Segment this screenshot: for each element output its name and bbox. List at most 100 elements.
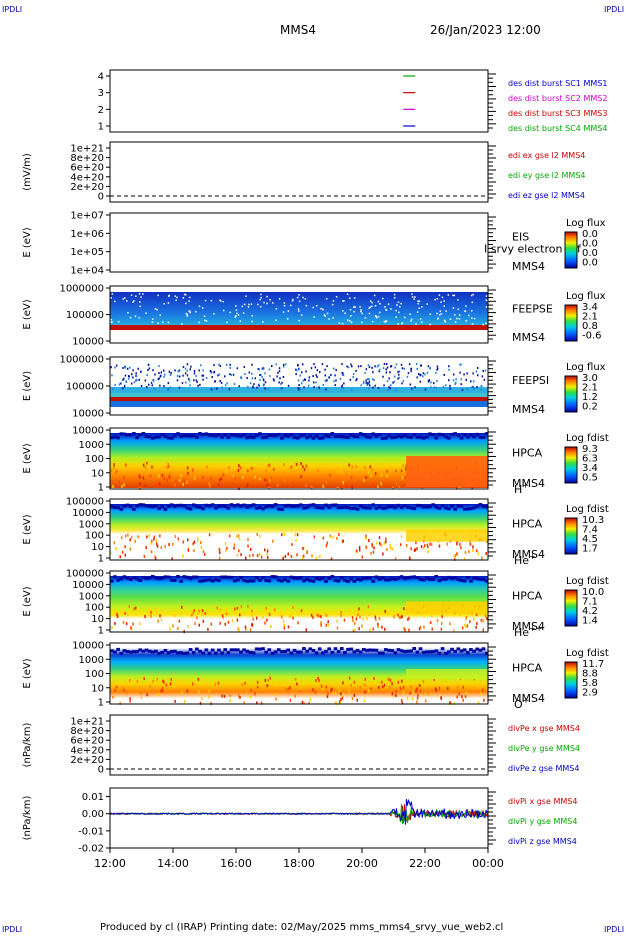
feepse-speck [234,305,237,307]
hpca_h-top-edge [352,435,357,439]
hpca_he-speck [313,535,316,539]
x-tick-label: 12:00 [94,857,126,870]
hpca_he2-speck [174,614,176,618]
hpca_he-speck [302,546,304,550]
feepsi-dot [378,364,380,367]
hpca_he-speck [150,541,152,545]
feepsi-dot [303,386,305,389]
hpca_o-top-edge [440,647,445,651]
feepse-speck [485,306,488,308]
feepsi-dot [178,369,181,372]
feepse-speck [260,296,263,299]
hpca_he2-top-edge [352,579,357,583]
hpca_o-top-edge [295,650,300,654]
feepsi-dot [202,369,204,372]
hpca_o-top-edge [173,649,177,653]
feepse-speck [111,321,113,323]
feepse-speck [247,306,250,308]
hpca_he-speck [154,557,157,561]
hpca_o-top-edge [110,649,114,653]
y-tick-label: 6e+20 [70,736,104,747]
feepsi-dot [253,383,255,386]
hpca_o-speck [156,677,158,681]
feepse-speck [343,300,345,302]
hpca_he2-speck [351,616,354,620]
hpca_he-speck [454,554,457,558]
hpca_he2-speck [224,622,227,626]
hpca_h-top-edge [191,434,196,438]
legend-entry: divPe x gse MMS4 [508,724,580,733]
feepse-speck [443,300,445,302]
hpca_he2-top-edge [314,576,319,580]
feepsi-dot [330,373,332,376]
hpca_h-speck [167,464,170,468]
feepse-speck [377,300,380,303]
hpca_o-top-edge [229,648,234,652]
feepse-speck [298,310,300,312]
hpca_o-top-edge [428,650,432,654]
hpca_he2-speck [225,608,228,612]
hpca_h-speck [346,473,349,477]
species-charge: ++ [529,624,542,633]
hpca_o-speck [395,693,397,697]
feepsi-dot [416,376,419,379]
feepse-speck [368,312,371,315]
feepse-speck [349,320,351,322]
feepsi-dot [193,370,196,373]
hpca_he-speck [193,540,196,544]
hpca_he2-top-edge [330,575,335,579]
hpca_o-top-edge [201,651,205,655]
hpca_o-top-edge [138,648,142,652]
hpca_o-speck [331,687,333,691]
hpca_he2-speck [348,609,351,613]
hpca_o-speck [477,701,480,705]
feepse-speck [335,296,338,298]
hpca_he2-speck [358,607,360,611]
feepsi-dot [407,372,410,375]
feepsi-low-band [110,397,488,401]
hpca_he2-top-edge [239,575,243,579]
feepse-speck [421,306,423,308]
corner-label-bottom-left: IPDLI [2,925,22,934]
hpca_o-speck [129,699,131,703]
hpca_o-top-edge [128,650,133,654]
species-charge: + [529,552,536,561]
hpca_he2-speck [245,627,247,631]
hpca_h-top-edge [286,434,291,438]
species-label: H+ [514,481,529,496]
feepse-speck [328,318,330,320]
feepsi-dot [279,377,281,380]
hpca_o-top-edge [210,648,215,652]
feepsi-dot [282,365,285,368]
feepse-speck [185,312,188,315]
corner-label-top-right: IPDLI [604,5,624,14]
feepse-speck [471,323,474,325]
hpca_he-speck [463,557,466,561]
y-axis-label: E (eV) [22,299,33,329]
feepse-speck [457,308,460,311]
feepsi-dot [159,384,161,387]
hpca_o-speck [239,695,241,699]
feepsi-dot [110,366,112,369]
feepse-speck [163,303,166,305]
feepsi-dot [243,365,246,368]
hpca_he2-speck [281,615,283,619]
hpca_h-speck [210,477,212,481]
feepsi-dot [158,377,160,380]
feepse-speck [182,297,185,299]
hpca_h-top-edge [223,433,228,437]
hpca_he-speck [336,536,338,540]
feepsi-dot [416,367,418,370]
hpca_he2-speck [135,606,137,610]
hpca_he2-speck [318,614,320,618]
hpca_he2-speck [132,622,134,626]
legend-entry: des dist burst SC2 MMS2 [508,94,607,103]
hpca_o-speck [287,687,289,691]
hpca_o-speck [140,691,142,695]
hpca_h-top-edge [154,435,158,439]
feepse-speck [305,304,308,307]
hpca_he-speck [408,556,411,560]
hpca_h-speck [155,482,158,486]
feepse-speck [188,300,190,302]
hpca_he-top-edge [437,506,442,510]
